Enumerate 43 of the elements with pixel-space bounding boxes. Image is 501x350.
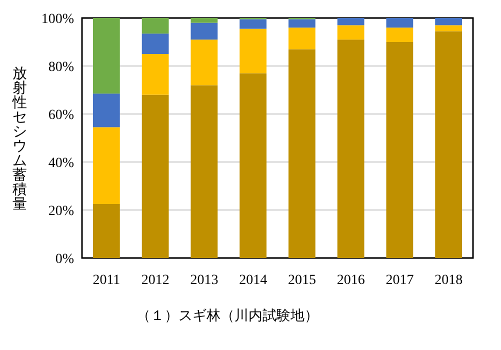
bar [92, 94, 120, 128]
x-tick-label: 2016 [336, 273, 365, 288]
bar [435, 18, 462, 26]
bar [142, 94, 169, 258]
y-tick-label: 0% [55, 252, 74, 267]
x-tick-label: 2012 [141, 273, 170, 288]
x-tick-label: 2011 [92, 273, 120, 288]
x-tick-label: 2014 [239, 273, 268, 288]
bar [190, 18, 218, 23]
y-tick-label: 20% [48, 204, 74, 219]
bar [288, 19, 316, 28]
bar [92, 204, 120, 258]
y-tick-label: 40% [48, 156, 74, 171]
bar [337, 18, 364, 26]
x-tick-label: 2013 [190, 273, 218, 288]
bar [142, 54, 169, 95]
x-tick-label: 2017 [386, 273, 414, 288]
x-tick-label: 2015 [288, 273, 316, 288]
text: 放射性セシウム蓄積量 [12, 66, 28, 212]
bar [142, 34, 169, 54]
bar [337, 40, 364, 258]
bar [386, 42, 414, 258]
text: （１）スギ林（川内試験地） [136, 308, 318, 324]
bar [386, 18, 414, 28]
bar [240, 19, 267, 29]
bar [92, 127, 120, 204]
bar [240, 28, 267, 74]
bar [288, 28, 316, 50]
bar [190, 40, 218, 86]
bar [190, 85, 218, 258]
y-tick-label: 80% [48, 60, 74, 75]
y-tick-label: 60% [48, 108, 74, 123]
bar [288, 49, 316, 258]
bar [142, 18, 169, 34]
y-tick-label: 100% [41, 12, 74, 27]
bar [337, 25, 364, 40]
x-tick-label: 2018 [434, 273, 463, 288]
bar [240, 73, 267, 258]
bar [435, 31, 462, 258]
bar [435, 25, 462, 32]
bar [190, 22, 218, 40]
bar [92, 18, 120, 94]
bar [386, 28, 414, 42]
